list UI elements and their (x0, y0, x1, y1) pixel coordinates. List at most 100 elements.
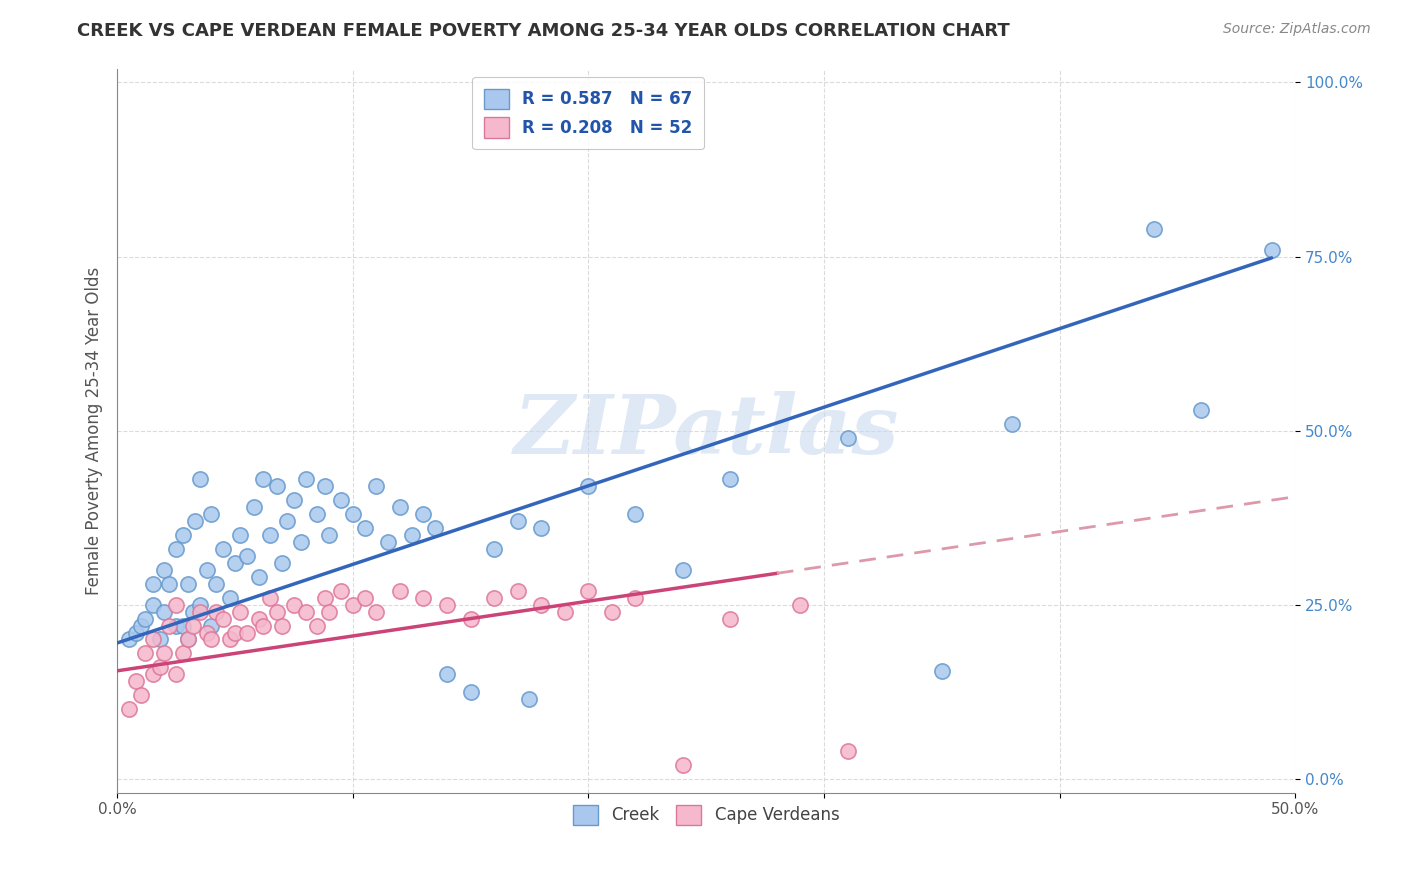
Point (153, 605, 176, 619)
Point (366, 605, 388, 619)
Text: ZIPatlas: ZIPatlas (513, 391, 898, 471)
Point (219, 632, 242, 647)
Point (205, 605, 228, 619)
Point (436, 598, 458, 612)
Point (276, 514, 298, 528)
Point (837, 744, 859, 758)
Point (294, 605, 316, 619)
Point (172, 618, 194, 632)
Point (672, 757, 695, 772)
Point (157, 618, 180, 632)
Point (482, 591, 505, 605)
Point (177, 632, 200, 647)
Point (506, 583, 529, 598)
Point (118, 702, 141, 716)
Point (153, 563, 176, 577)
Point (460, 684, 482, 698)
Point (271, 556, 294, 570)
Point (412, 591, 434, 605)
Point (219, 591, 242, 605)
Point (1143, 221, 1166, 235)
Point (412, 507, 434, 521)
Point (1189, 402, 1212, 417)
Point (931, 664, 953, 678)
Point (530, 598, 553, 612)
Point (157, 576, 180, 591)
Text: Source: ZipAtlas.com: Source: ZipAtlas.com (1223, 22, 1371, 37)
Point (195, 625, 218, 640)
Point (236, 549, 259, 563)
Point (165, 598, 187, 612)
Point (212, 541, 235, 556)
Point (259, 528, 281, 542)
Point (554, 605, 576, 619)
Point (247, 611, 270, 625)
Point (425, 521, 447, 535)
Point (266, 605, 288, 619)
Point (177, 576, 200, 591)
Point (224, 625, 246, 640)
Point (436, 667, 458, 681)
Point (330, 493, 353, 508)
Point (228, 528, 250, 542)
Point (624, 591, 647, 605)
Legend: Creek, Cape Verdeans: Creek, Cape Verdeans (562, 795, 849, 835)
Point (205, 576, 228, 591)
Point (718, 472, 741, 486)
Point (1001, 417, 1024, 431)
Point (188, 605, 211, 619)
Point (353, 521, 375, 535)
Point (530, 521, 553, 535)
Point (388, 500, 411, 515)
Point (252, 472, 274, 486)
Y-axis label: Female Poverty Among 25-34 Year Olds: Female Poverty Among 25-34 Year Olds (86, 267, 103, 595)
Point (181, 605, 204, 619)
Point (837, 431, 859, 445)
Point (200, 507, 222, 521)
Point (228, 605, 250, 619)
Point (266, 479, 288, 493)
Point (172, 647, 194, 661)
Point (519, 691, 541, 706)
Point (576, 479, 599, 493)
Point (401, 528, 423, 542)
Point (353, 591, 375, 605)
Point (184, 514, 207, 528)
Point (141, 632, 163, 647)
Point (125, 625, 148, 640)
Point (200, 632, 222, 647)
Point (672, 563, 695, 577)
Point (271, 618, 294, 632)
Point (212, 611, 235, 625)
Point (1260, 243, 1282, 257)
Point (330, 583, 353, 598)
Point (165, 541, 187, 556)
Point (129, 688, 152, 702)
Point (283, 598, 305, 612)
Point (576, 583, 599, 598)
Point (318, 605, 340, 619)
Point (195, 563, 218, 577)
Point (318, 528, 340, 542)
Point (366, 479, 388, 493)
Point (600, 605, 623, 619)
Point (342, 507, 364, 521)
Point (377, 535, 399, 549)
Point (188, 598, 211, 612)
Point (388, 583, 411, 598)
Point (134, 611, 156, 625)
Point (718, 611, 741, 625)
Point (247, 570, 270, 584)
Point (243, 500, 266, 515)
Point (252, 618, 274, 632)
Point (307, 507, 329, 521)
Point (482, 541, 505, 556)
Point (624, 507, 647, 521)
Point (259, 591, 281, 605)
Point (129, 618, 152, 632)
Point (188, 472, 211, 486)
Point (460, 611, 482, 625)
Point (165, 618, 187, 632)
Point (506, 514, 529, 528)
Point (314, 479, 336, 493)
